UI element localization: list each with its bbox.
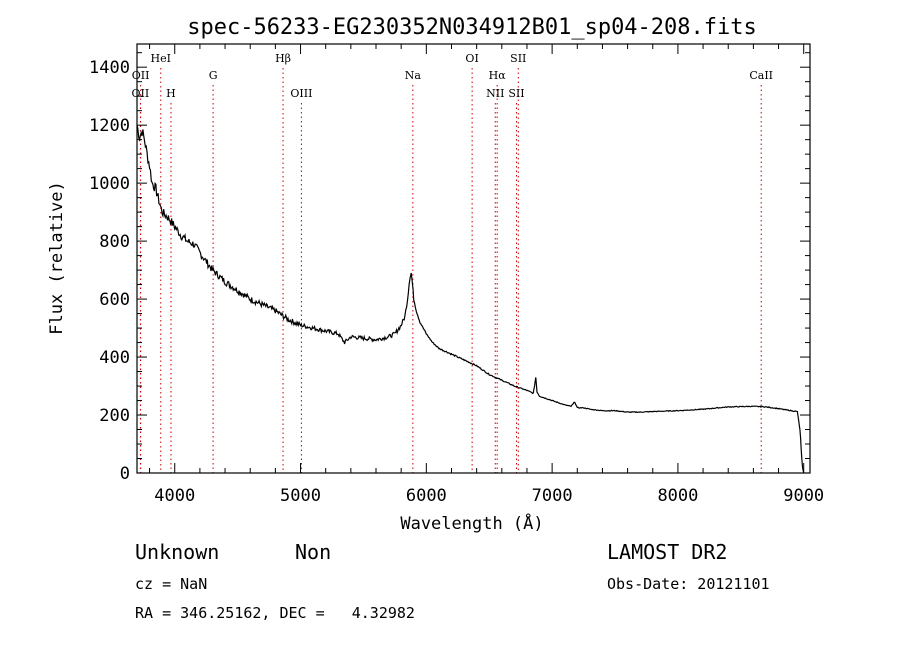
- spectrum-series-line: [136, 125, 805, 474]
- plot-frame: [136, 43, 811, 474]
- y-tick-label: 1000: [89, 174, 130, 194]
- emission-line-label: G: [209, 69, 218, 82]
- x-tick-label: 6000: [406, 486, 447, 506]
- y-tick-label: 200: [99, 406, 130, 426]
- emission-line-label: OII: [132, 87, 150, 100]
- emission-line-label: OII: [132, 69, 150, 82]
- y-tick-label: 0: [120, 464, 130, 484]
- emission-line-label: H: [166, 87, 176, 100]
- emission-line-label: SII: [508, 87, 524, 100]
- coords-label: RA = 346.25162, DEC = 4.32982: [135, 604, 415, 622]
- x-tick-label: 7000: [532, 486, 573, 506]
- survey-label: LAMOST DR2: [607, 540, 728, 564]
- emission-line-label: CaII: [749, 69, 773, 82]
- emission-line-label: HeI: [151, 52, 171, 65]
- y-tick-label: 1400: [89, 58, 130, 78]
- emission-line-label: OI: [465, 52, 478, 65]
- y-tick-label: 600: [99, 290, 130, 310]
- x-tick-label: 4000: [154, 486, 195, 506]
- subclass-label: Non: [295, 540, 332, 564]
- x-tick-label: 9000: [783, 486, 824, 506]
- redshift-label: cz = NaN: [135, 575, 208, 593]
- emission-line-label: NII: [486, 87, 504, 100]
- obs-date-label: Obs-Date: 20121101: [607, 575, 770, 593]
- x-axis-ticks: 4000 5000 6000 7000 8000 9000: [149, 44, 824, 506]
- y-axis-ticks: 0 200 400 600 800 1000 1200 1400: [89, 52, 810, 484]
- emission-line-label: SII: [510, 52, 526, 65]
- y-axis-label: Flux (relative): [47, 181, 67, 335]
- y-tick-label: 400: [99, 348, 130, 368]
- classification-label: Unknown: [135, 540, 220, 564]
- x-tick-label: 8000: [657, 486, 698, 506]
- x-axis-label: Wavelength (Å): [400, 512, 543, 534]
- emission-line-label: Hα: [489, 69, 507, 82]
- emission-line-label: OIII: [290, 87, 312, 100]
- y-tick-label: 1200: [89, 116, 130, 136]
- emission-line-label: Hβ: [275, 52, 291, 65]
- chart-title: spec-56233-EG230352N034912B01_sp04-208.f…: [187, 15, 757, 40]
- y-tick-label: 800: [99, 232, 130, 252]
- emission-line-label: Na: [405, 69, 422, 82]
- x-tick-label: 5000: [280, 486, 321, 506]
